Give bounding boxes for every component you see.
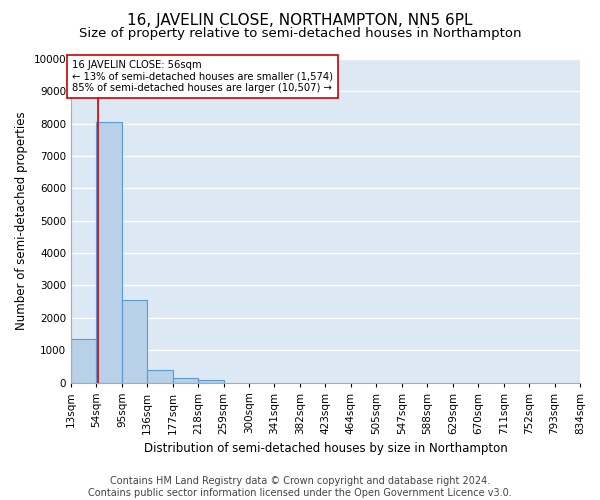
Bar: [71, 339, 97, 382]
X-axis label: Distribution of semi-detached houses by size in Northampton: Distribution of semi-detached houses by …: [143, 442, 508, 455]
Bar: [173, 378, 198, 382]
Text: 16, JAVELIN CLOSE, NORTHAMPTON, NN5 6PL: 16, JAVELIN CLOSE, NORTHAMPTON, NN5 6PL: [127, 12, 473, 28]
Bar: [147, 370, 173, 382]
Y-axis label: Number of semi-detached properties: Number of semi-detached properties: [15, 112, 28, 330]
Text: 16 JAVELIN CLOSE: 56sqm
← 13% of semi-detached houses are smaller (1,574)
85% of: 16 JAVELIN CLOSE: 56sqm ← 13% of semi-de…: [72, 60, 333, 93]
Text: Size of property relative to semi-detached houses in Northampton: Size of property relative to semi-detach…: [79, 28, 521, 40]
Bar: [122, 300, 147, 382]
Bar: [97, 122, 122, 382]
Bar: [198, 380, 224, 382]
Text: Contains HM Land Registry data © Crown copyright and database right 2024.
Contai: Contains HM Land Registry data © Crown c…: [88, 476, 512, 498]
